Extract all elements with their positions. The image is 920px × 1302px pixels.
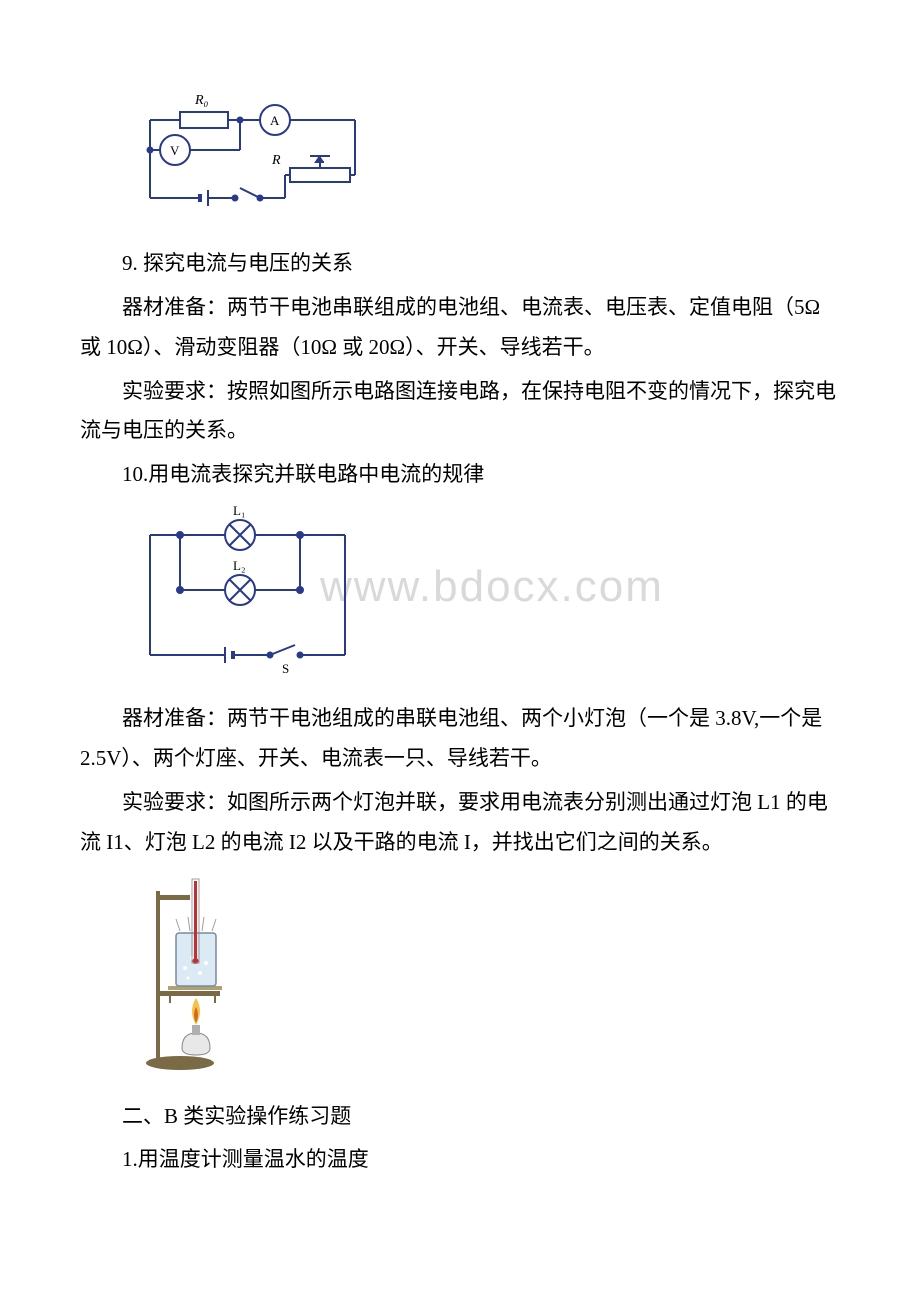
q10-requirement: 实验要求：如图所示两个灯泡并联，要求用电流表分别测出通过灯泡 L1 的电流 I1… [80,783,840,863]
label-r: R [271,153,281,168]
q10-title: 10.用电流表探究并联电路中电流的规律 [80,455,840,495]
label-l1: L₁ [233,505,245,518]
q10-materials: 器材准备：两节干电池组成的串联电池组、两个小灯泡（一个是 3.8V,一个是 2.… [80,699,840,779]
circuit-diagram-1: R₀ A V R [140,90,840,234]
circuit-diagram-2: www.bdocx.com [140,505,840,689]
label-v: V [170,143,180,158]
label-l2: L₂ [233,558,245,573]
section-b-heading: 二、B 类实验操作练习题 [80,1097,840,1137]
label-a: A [270,113,280,128]
q9-materials: 器材准备：两节干电池串联组成的电池组、电流表、电压表、定值电阻（5Ω 或 10Ω… [80,288,840,368]
b1-title: 1.用温度计测量温水的温度 [80,1140,840,1180]
label-s: S [282,661,289,675]
stand-apparatus-figure [140,873,840,1087]
q9-requirement: 实验要求：按照如图所示电路图连接电路，在保持电阻不变的情况下，探究电流与电压的关… [80,372,840,452]
watermark-text: www.bdocx.com [320,545,664,629]
q9-title: 9. 探究电流与电压的关系 [80,244,840,284]
label-r0: R₀ [194,93,209,108]
